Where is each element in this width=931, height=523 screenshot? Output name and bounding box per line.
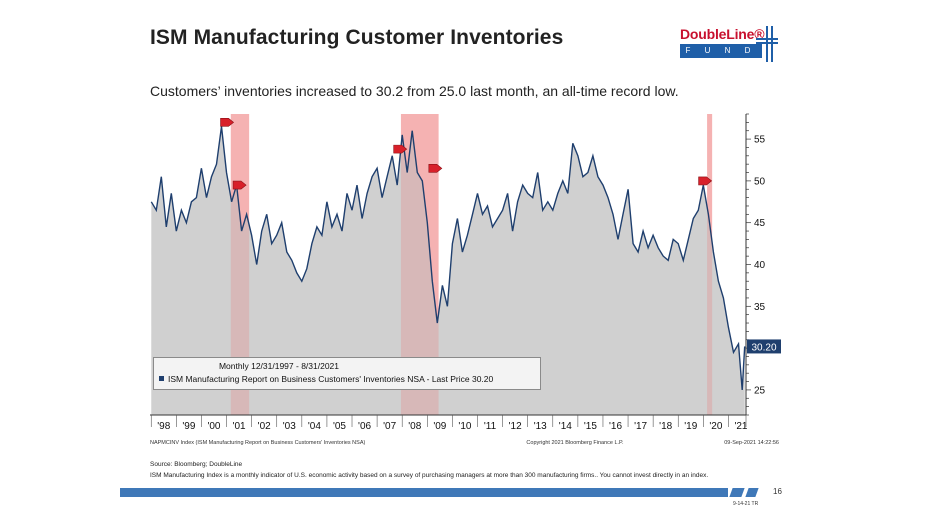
page-number: 16	[773, 487, 782, 496]
legend-period: Monthly 12/31/1997 - 8/31/2021	[218, 361, 340, 371]
shaded-period-overlay	[707, 114, 713, 415]
logo-funds-bar: F U N D S	[680, 44, 762, 69]
footer-bar-segment	[729, 488, 745, 497]
x-tick-label: '09	[433, 421, 446, 432]
logo-cross-line	[756, 42, 778, 44]
footer-bar-segment	[745, 488, 759, 497]
footer-bar	[120, 488, 728, 497]
logo-cross-line	[756, 38, 778, 40]
logo-cross-line	[771, 26, 773, 62]
x-tick-label: '04	[308, 421, 321, 432]
x-tick-label: '17	[634, 421, 647, 432]
last-value-badge: 30.20	[747, 339, 781, 354]
cycle-marker	[393, 144, 408, 154]
cycle-marker	[232, 180, 247, 190]
page-title: ISM Manufacturing Customer Inventories	[150, 26, 564, 49]
last-value-badge-bg	[747, 339, 781, 354]
inventories-chart: 25303540455055'98'99'00'01'02'03'04'05'0…	[150, 113, 781, 446]
cycle-marker	[698, 176, 713, 186]
x-tick-label: '21	[734, 421, 747, 432]
source-note: Source: Bloomberg; DoubleLine	[150, 461, 243, 468]
x-tick-label: '18	[659, 421, 672, 432]
copyright-footnote: Copyright 2021 Bloomberg Finance L.P.	[526, 440, 624, 446]
x-tick-label: '19	[684, 421, 697, 432]
x-tick-label: '13	[534, 421, 547, 432]
logo-cross-line	[766, 26, 768, 62]
x-tick-label: '14	[559, 421, 572, 432]
x-tick-label: '06	[358, 421, 371, 432]
series-area	[151, 126, 745, 415]
x-tick-label: '99	[182, 421, 195, 432]
chart-legend: Monthly 12/31/1997 - 8/31/2021 ISM Manuf…	[153, 357, 541, 390]
x-tick-label: '08	[408, 421, 421, 432]
x-tick-label: '05	[333, 421, 346, 432]
legend-entry-label: ISM Manufacturing Report on Business Cus…	[168, 374, 494, 384]
x-tick-label: '02	[258, 421, 271, 432]
logo-wordmark: DoubleLine®	[680, 26, 765, 42]
date-code: 9-14-21 TR	[733, 501, 759, 507]
x-tick-label: '16	[609, 421, 622, 432]
y-tick-label: 55	[754, 135, 766, 146]
x-tick-label: '00	[207, 421, 220, 432]
timestamp-footnote: 09-Sep-2021 14:22:56	[724, 440, 779, 446]
x-tick-label: '98	[157, 421, 170, 432]
y-tick-label: 45	[754, 218, 766, 229]
x-tick-label: '03	[283, 421, 296, 432]
y-tick-label: 25	[754, 385, 766, 396]
last-value-label: 30.20	[751, 342, 776, 353]
bloomberg-ticker-footnote: NAPMCINV Index (ISM Manufacturing Report…	[150, 440, 365, 446]
x-tick-label: '12	[509, 421, 522, 432]
legend-swatch	[159, 376, 164, 381]
x-tick-label: '11	[484, 421, 497, 432]
y-tick-label: 35	[754, 302, 766, 313]
chart-subtitle: Customers’ inventories increased to 30.2…	[150, 83, 679, 99]
y-tick-label: 40	[754, 260, 766, 271]
x-tick-label: '01	[233, 421, 246, 432]
x-tick-label: '15	[584, 421, 597, 432]
series-line	[150, 126, 746, 390]
y-tick-label: 50	[754, 176, 766, 187]
doubleline-logo: DoubleLine® F U N D S	[678, 26, 778, 69]
cycle-marker	[428, 164, 443, 173]
disclaimer-note: ISM Manufacturing Index is a monthly ind…	[150, 472, 709, 479]
x-tick-label: '20	[709, 421, 722, 432]
cycle-marker	[220, 118, 235, 127]
legend-entry: ISM Manufacturing Report on Business Cus…	[159, 374, 493, 384]
x-tick-label: '07	[383, 421, 396, 432]
x-tick-label: '10	[458, 421, 471, 432]
